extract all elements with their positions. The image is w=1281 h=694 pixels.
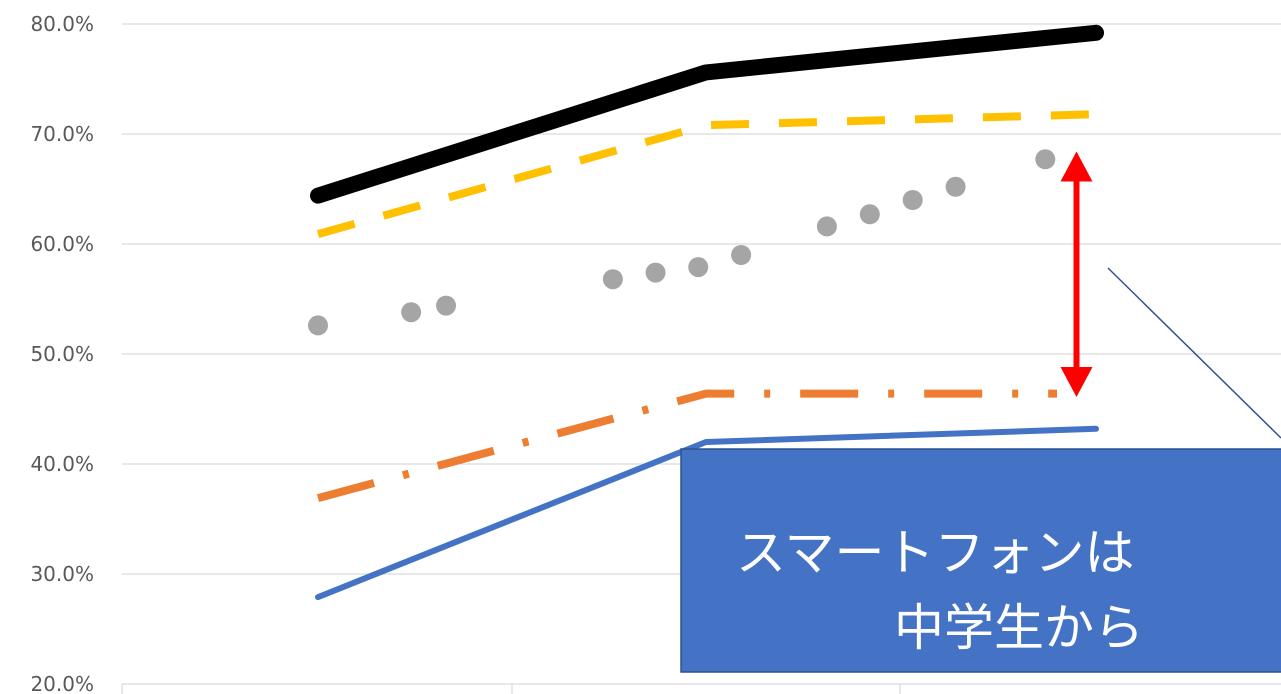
series-point bbox=[902, 190, 923, 210]
series-point bbox=[688, 257, 709, 278]
y-tick-label: 20.0% bbox=[30, 672, 94, 694]
series-line-4 bbox=[315, 425, 1099, 601]
callout-background bbox=[680, 448, 1281, 673]
series-point bbox=[1035, 149, 1056, 170]
y-tick-label: 40.0% bbox=[30, 452, 94, 476]
callout-box: スマートフォンは 中学生から bbox=[680, 448, 1281, 673]
series-point bbox=[645, 262, 666, 283]
y-tick-label: 80.0% bbox=[30, 12, 94, 36]
y-tick-label: 60.0% bbox=[30, 232, 94, 256]
series-line-3 bbox=[316, 389, 1057, 502]
series-lines bbox=[308, 24, 1104, 601]
series-point bbox=[308, 315, 328, 336]
y-tick-label: 70.0% bbox=[30, 122, 94, 146]
y-tick-label: 30.0% bbox=[30, 562, 94, 586]
y-tick-label: 50.0% bbox=[30, 342, 94, 366]
series-point bbox=[731, 245, 752, 265]
series-point bbox=[816, 216, 837, 237]
series-line-0 bbox=[310, 24, 1104, 204]
series-point bbox=[945, 176, 966, 197]
gap-arrow-head-top bbox=[1060, 151, 1093, 182]
y-axis-tick-labels: 80.0% 70.0% 60.0% 50.0% 40.0% 30.0% 20.0… bbox=[30, 12, 94, 694]
series-point bbox=[859, 204, 880, 225]
series-point bbox=[602, 269, 623, 290]
callout-leader-line bbox=[1107, 267, 1281, 439]
series-line-1 bbox=[316, 110, 1097, 238]
series-point bbox=[436, 295, 457, 316]
gap-arrow-head-bottom bbox=[1060, 367, 1093, 397]
callout-text-line2: 中学生から bbox=[894, 599, 1144, 657]
gridlines bbox=[121, 23, 1281, 694]
callout-text-line1: スマートフォンは bbox=[736, 524, 1135, 582]
series-point bbox=[401, 302, 422, 323]
gap-arrow bbox=[1060, 151, 1093, 397]
